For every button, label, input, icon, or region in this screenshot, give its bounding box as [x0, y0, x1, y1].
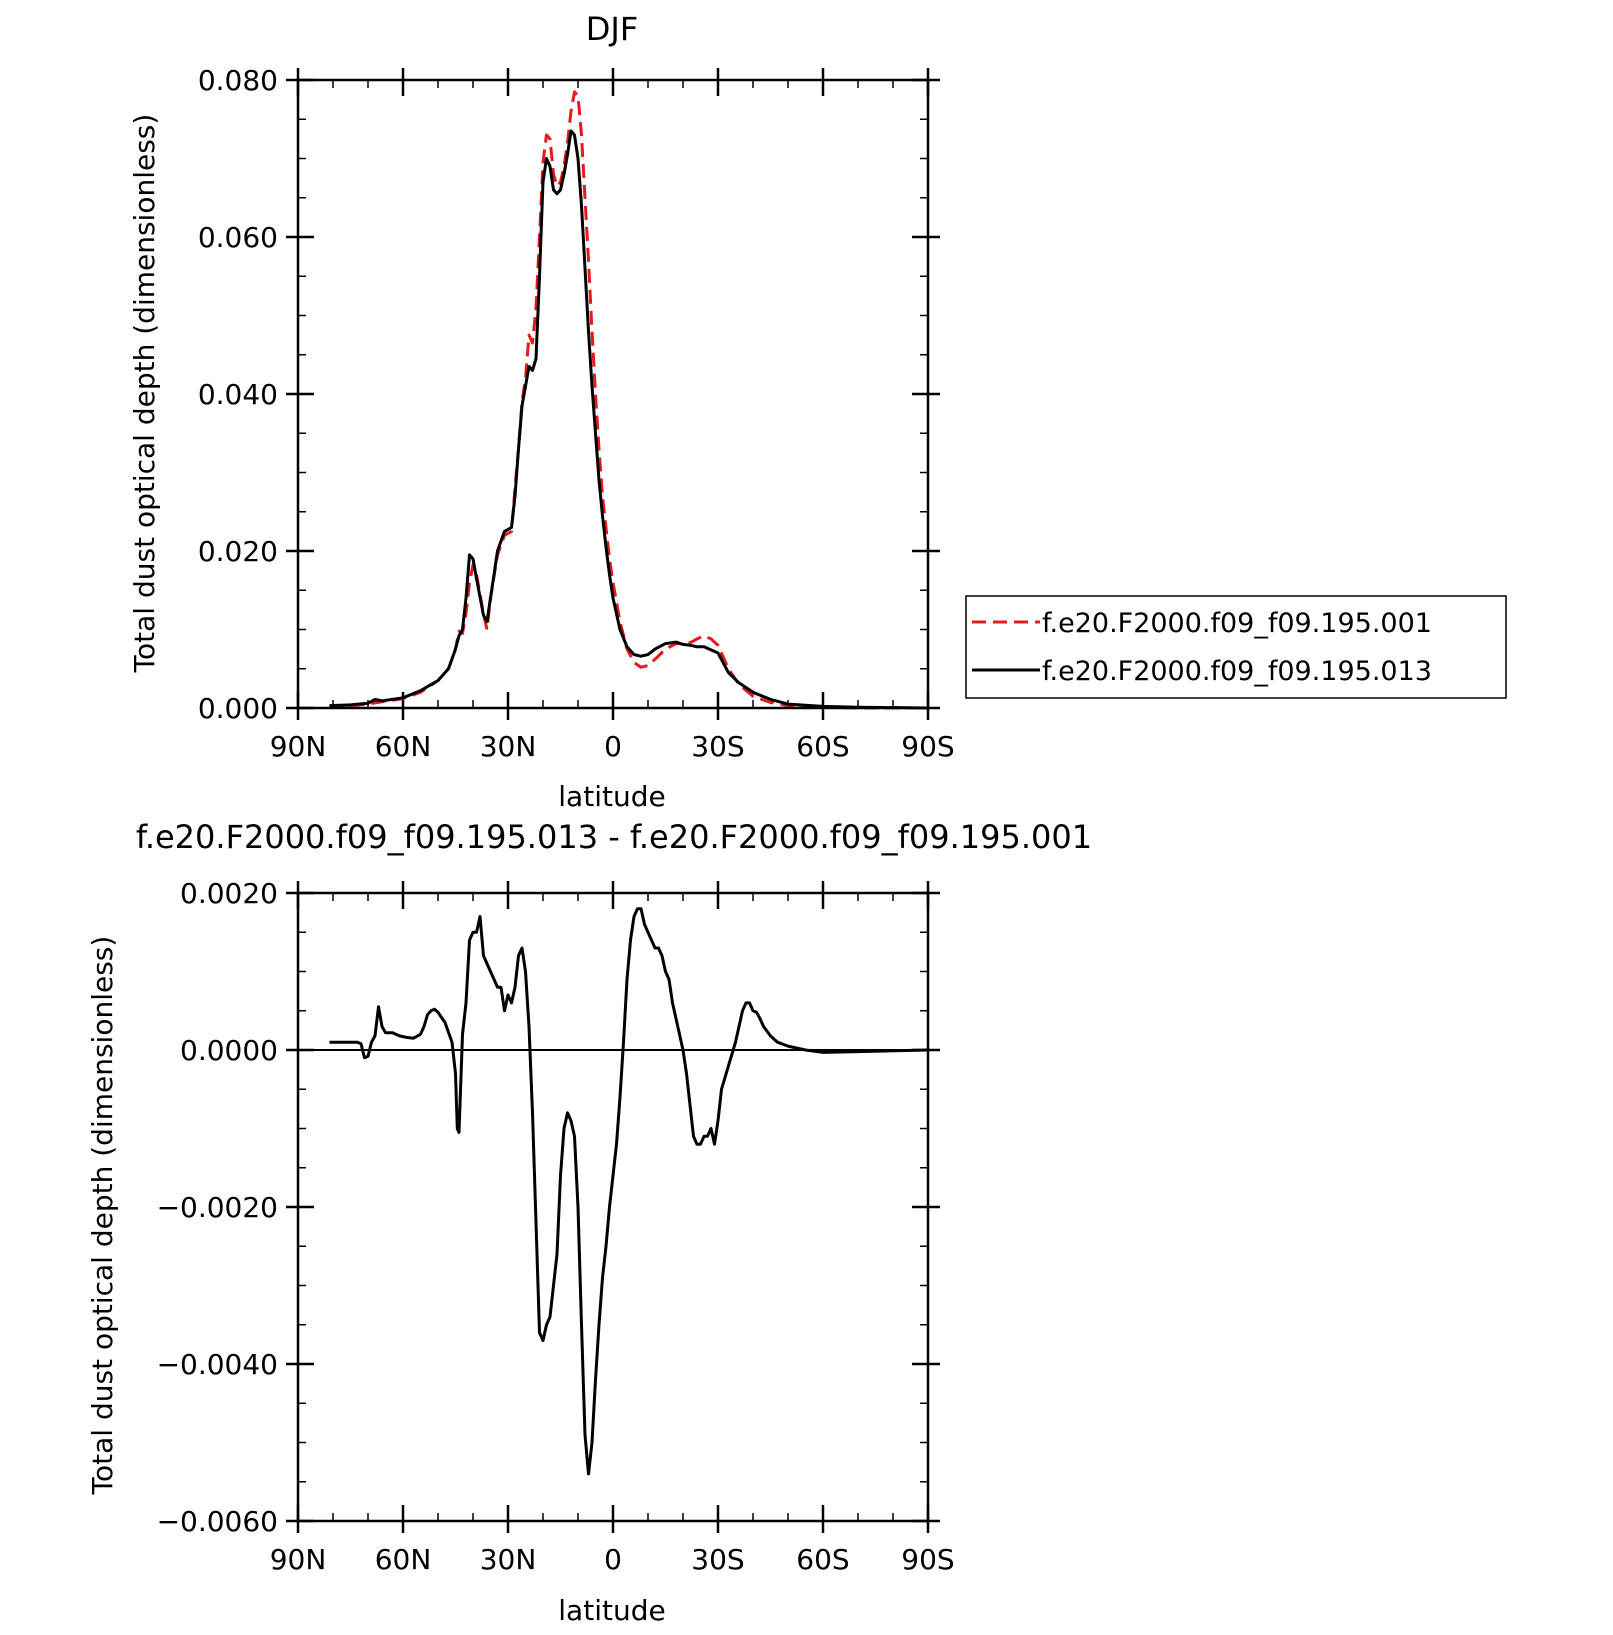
- top-x-tick-label: 30S: [691, 730, 744, 763]
- top-x-tick-label: 60S: [796, 730, 849, 763]
- bottom-chart-xlabel: latitude: [558, 1594, 665, 1627]
- top-x-tick-label: 60N: [375, 730, 432, 763]
- top-x-tick-label: 90N: [270, 730, 327, 763]
- bottom-y-tick-label: −0.0060: [157, 1505, 278, 1538]
- top-chart: DJF latitude Total dust optical depth (d…: [128, 10, 1507, 813]
- top-x-tick-label: 0: [604, 730, 622, 763]
- top-chart-title: DJF: [586, 10, 638, 48]
- bottom-plot-frame: [296, 891, 930, 1523]
- bottom-chart-marks: 90N 60N 30N 0 30S 60S 90S 0.0020 0.0000 −0.0020 −0…: [157, 877, 955, 1576]
- top-series-line-1: [329, 129, 929, 710]
- bottom-x-tick-label: 30N: [480, 1543, 537, 1576]
- legend-box: [965, 595, 1507, 699]
- top-chart-ylabel: Total dust optical depth (dimensionless): [128, 114, 161, 674]
- bottom-y-tick-label: 0.0020: [180, 877, 278, 910]
- bottom-y-tick-label: −0.0040: [157, 1348, 278, 1381]
- bottom-x-tick-label: 60S: [796, 1543, 849, 1576]
- top-y-tick-label: 0.060: [198, 221, 278, 254]
- legend: f.e20.F2000.f09_f09.195.001 f.e20.F2000.…: [965, 595, 1507, 699]
- bottom-x-tick-label: 90N: [270, 1543, 327, 1576]
- bottom-x-tick-label: 30S: [691, 1543, 744, 1576]
- bottom-y-tick-label: 0.0000: [180, 1034, 278, 1067]
- bottom-x-tick-label: 0: [604, 1543, 622, 1576]
- bottom-chart: f.e20.F2000.f09_f09.195.013 - f.e20.F200…: [86, 818, 1092, 1627]
- bottom-series-line-0: [329, 907, 929, 1476]
- top-chart-xlabel: latitude: [558, 780, 665, 813]
- bottom-y-tick-label: −0.0020: [157, 1191, 278, 1224]
- bottom-chart-title: f.e20.F2000.f09_f09.195.013 - f.e20.F200…: [136, 818, 1092, 856]
- bottom-x-tick-label: 90S: [901, 1543, 954, 1576]
- legend-label-001: f.e20.F2000.f09_f09.195.001: [1042, 608, 1432, 639]
- top-x-tick-label: 30N: [480, 730, 537, 763]
- top-plot-frame: [296, 78, 930, 710]
- top-y-tick-label: 0.020: [198, 535, 278, 568]
- top-y-tick-label: 0.000: [198, 692, 278, 725]
- legend-label-013: f.e20.F2000.f09_f09.195.013: [1042, 656, 1432, 687]
- bottom-chart-ylabel: Total dust optical depth (dimensionless): [86, 936, 119, 1496]
- top-x-tick-label: 90S: [901, 730, 954, 763]
- bottom-x-tick-label: 60N: [375, 1543, 432, 1576]
- top-chart-marks: 90N 60N 30N 0 30S 60S 90S 0.000 0.020 0.040 0.060 0…: [198, 64, 955, 763]
- top-series-line-0: [329, 90, 928, 710]
- top-y-tick-label: 0.040: [198, 378, 278, 411]
- top-y-tick-label: 0.080: [198, 64, 278, 97]
